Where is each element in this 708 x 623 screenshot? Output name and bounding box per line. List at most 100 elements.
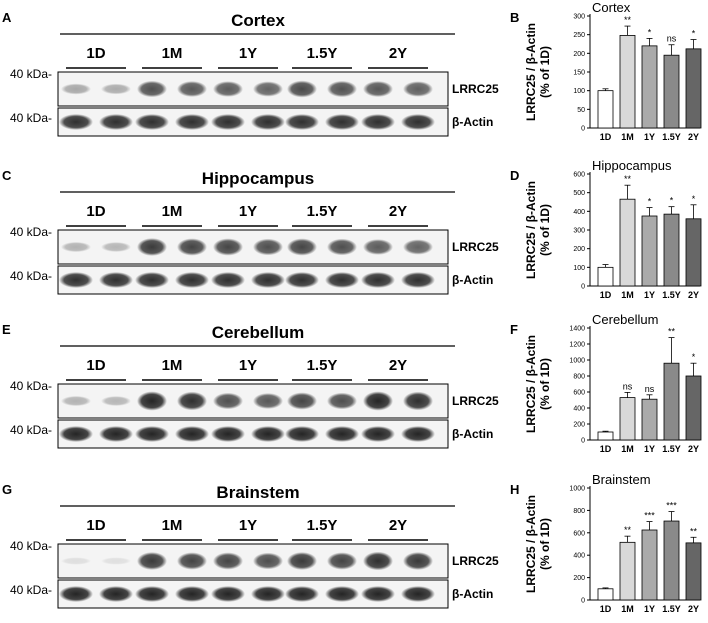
chart-ytick-label: 400 <box>573 209 585 216</box>
actin-band <box>285 586 319 602</box>
lrrc25-band <box>137 238 167 256</box>
chart-category-label: 1M <box>621 604 634 614</box>
lrrc25-band <box>213 552 243 570</box>
chart-significance-label: ** <box>624 174 632 184</box>
blot-group-label: 1.5Y <box>307 357 338 374</box>
chart-ytick-label: 200 <box>573 422 585 429</box>
chart-significance-label: *** <box>644 511 655 521</box>
chart-ytick-label: 1000 <box>569 486 585 493</box>
lrrc25-band <box>403 552 433 570</box>
lrrc25-band <box>253 238 283 256</box>
chart-ylabel-line: (% of 1D) <box>538 46 552 98</box>
chart-panel-letter: D <box>510 168 519 183</box>
actin-band <box>401 114 435 130</box>
chart-ylabel: LRRC25 / β-Actin(% of 1D) <box>524 335 552 433</box>
actin-band <box>251 586 285 602</box>
chart-bar <box>641 398 658 441</box>
chart-ytick-label: 800 <box>573 508 585 515</box>
chart-category-label: 1D <box>600 132 612 142</box>
chart-ytick-label: 500 <box>573 190 585 197</box>
chart-panel-letter: B <box>510 10 519 25</box>
lrrc25-band <box>363 239 393 255</box>
chart-significance-label: *** <box>666 501 677 511</box>
chart-category-label: 2Y <box>688 290 699 300</box>
lrrc25-band <box>363 391 393 411</box>
lrrc25-marker-label: 40 kDa- <box>10 379 52 393</box>
actin-band <box>99 272 133 288</box>
actin-band <box>175 426 209 442</box>
actin-band <box>325 586 359 602</box>
lrrc25-band <box>137 552 167 570</box>
chart-ytick-label: 400 <box>573 406 585 413</box>
actin-marker-label: 40 kDa- <box>10 423 52 437</box>
chart-bar <box>641 215 658 287</box>
blot-group-label: 2Y <box>389 517 407 534</box>
lrrc25-band <box>253 393 283 409</box>
chart-ytick-label: 300 <box>573 14 585 21</box>
chart-ylabel-line: LRRC25 / β-Actin <box>524 181 538 279</box>
chart-category-label: 1.5Y <box>662 444 681 454</box>
lrrc25-band <box>287 238 317 256</box>
chart-ytick-label: 0 <box>581 598 585 605</box>
lrrc25-label: LRRC25 <box>452 82 499 96</box>
chart-category-label: 1M <box>621 290 634 300</box>
chart-ytick-label: 0 <box>581 438 585 445</box>
chart-significance-label: * <box>648 27 652 37</box>
chart-category-label: 2Y <box>688 132 699 142</box>
chart-ytick-label: 800 <box>573 374 585 381</box>
lrrc25-band <box>287 552 317 570</box>
blot-group-label: 2Y <box>389 203 407 220</box>
chart-significance-label: ** <box>690 526 698 536</box>
blot-group-label: 1D <box>86 45 105 62</box>
lrrc25-band <box>403 391 433 411</box>
chart-ylabel-line: LRRC25 / β-Actin <box>524 495 538 593</box>
blot-panel-cortex: A Cortex 1D 1M 1Y 1.5Y 2Y 40 kDa- LRRC25 40 kDa-β… <box>2 10 499 137</box>
chart-significance-label: ** <box>668 327 676 337</box>
lrrc25-marker-label: 40 kDa- <box>10 67 52 81</box>
actin-band <box>361 272 395 288</box>
lrrc25-band <box>327 238 357 256</box>
lrrc25-band <box>327 80 357 98</box>
blot-group-label: 1D <box>86 203 105 220</box>
chart-significance-label: ns <box>645 384 655 394</box>
chart-category-label: 1.5Y <box>662 604 681 614</box>
lrrc25-marker-label: 40 kDa- <box>10 539 52 553</box>
lrrc25-band <box>137 80 167 98</box>
chart-category-label: 1Y <box>644 290 655 300</box>
actin-band <box>175 272 209 288</box>
blot-title: Cortex <box>231 11 285 30</box>
actin-band <box>285 426 319 442</box>
chart-ytick-label: 200 <box>573 575 585 582</box>
actin-band <box>175 586 209 602</box>
actin-band <box>211 272 245 288</box>
chart-ytick-label: 600 <box>573 390 585 397</box>
chart-category-label: 1.5Y <box>662 132 681 142</box>
chart-category-label: 1.5Y <box>662 290 681 300</box>
blot-group-label: 1Y <box>239 357 257 374</box>
lrrc25-band <box>177 238 207 256</box>
chart-title: Brainstem <box>592 472 651 487</box>
chart-bar <box>663 213 680 287</box>
lrrc25-band <box>137 391 167 411</box>
blot-panel-brainstem: G Brainstem 1D 1M 1Y 1.5Y 2Y 40 kDa- LRRC25 40 kD… <box>2 482 499 609</box>
actin-label: β-Actin <box>452 273 493 287</box>
actin-band <box>211 114 245 130</box>
lrrc25-band <box>101 242 131 252</box>
chart-category-label: 2Y <box>688 604 699 614</box>
blot-group-label: 1M <box>162 357 183 374</box>
chart-category-label: 2Y <box>688 444 699 454</box>
actin-band <box>285 272 319 288</box>
actin-band <box>251 426 285 442</box>
chart-bar <box>663 520 680 601</box>
actin-band <box>135 586 169 602</box>
actin-band <box>361 426 395 442</box>
chart-significance-label: * <box>692 194 696 204</box>
actin-band <box>99 114 133 130</box>
chart-significance-label: ** <box>624 525 632 535</box>
chart-bar <box>685 218 702 287</box>
chart-ylabel: LRRC25 / β-Actin(% of 1D) <box>524 181 552 279</box>
blot-group-label: 1.5Y <box>307 517 338 534</box>
actin-marker-label: 40 kDa- <box>10 269 52 283</box>
lrrc25-band <box>287 80 317 98</box>
